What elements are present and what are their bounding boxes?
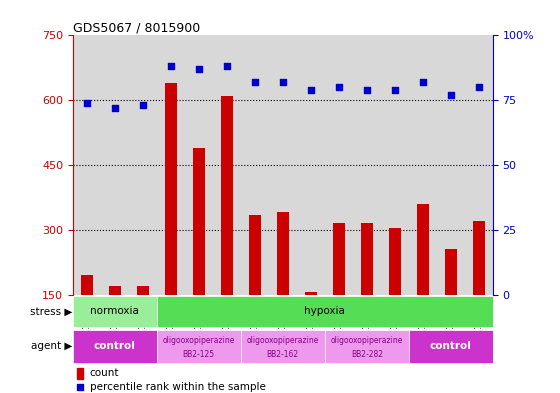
Bar: [241, 330, 325, 363]
Bar: [73, 296, 157, 327]
Text: BB2-125: BB2-125: [183, 350, 215, 359]
Bar: [165, 83, 177, 294]
Bar: [437, 35, 465, 294]
Point: [82, 99, 91, 106]
Bar: [129, 35, 157, 294]
Point: [250, 79, 259, 85]
Bar: [137, 286, 149, 294]
Bar: [325, 35, 353, 294]
Text: oligooxopiperazine: oligooxopiperazine: [330, 336, 403, 345]
Bar: [409, 330, 493, 363]
Bar: [417, 204, 429, 294]
Text: count: count: [90, 368, 119, 378]
Text: hypoxia: hypoxia: [305, 307, 345, 316]
Bar: [249, 215, 261, 294]
Bar: [185, 35, 213, 294]
Bar: [221, 96, 233, 294]
Point: [334, 84, 343, 90]
Bar: [157, 296, 493, 327]
Text: BB2-162: BB2-162: [267, 350, 299, 359]
Bar: [297, 35, 325, 294]
Point: [138, 102, 147, 108]
Bar: [389, 228, 401, 294]
Bar: [445, 249, 457, 294]
Bar: [77, 368, 83, 379]
Point: [222, 63, 231, 70]
Text: GDS5067 / 8015900: GDS5067 / 8015900: [73, 21, 200, 34]
Text: oligooxopiperazine: oligooxopiperazine: [162, 336, 235, 345]
Bar: [81, 275, 93, 294]
Text: BB2-282: BB2-282: [351, 350, 383, 359]
Point: [194, 66, 203, 72]
Text: control: control: [94, 342, 136, 351]
Text: control: control: [430, 342, 472, 351]
Bar: [361, 223, 373, 294]
Point: [347, 324, 356, 330]
Bar: [381, 35, 409, 294]
Point: [306, 86, 315, 93]
Bar: [241, 35, 269, 294]
Bar: [101, 35, 129, 294]
Bar: [157, 35, 185, 294]
Point: [110, 105, 119, 111]
Text: stress ▶: stress ▶: [30, 307, 73, 316]
Point: [474, 84, 483, 90]
Bar: [305, 292, 317, 294]
Point: [446, 92, 455, 98]
Bar: [465, 35, 493, 294]
Bar: [73, 330, 157, 363]
Point: [390, 86, 399, 93]
Point: [278, 79, 287, 85]
Text: agent ▶: agent ▶: [31, 342, 73, 351]
Bar: [333, 223, 345, 294]
Bar: [325, 330, 409, 363]
Bar: [193, 148, 205, 294]
Bar: [73, 35, 101, 294]
Text: percentile rank within the sample: percentile rank within the sample: [90, 382, 265, 392]
Bar: [213, 35, 241, 294]
Bar: [473, 221, 485, 294]
Bar: [409, 35, 437, 294]
Bar: [157, 330, 241, 363]
Bar: [277, 213, 289, 294]
Point: [362, 86, 371, 93]
Bar: [353, 35, 381, 294]
Text: oligooxopiperazine: oligooxopiperazine: [246, 336, 319, 345]
Point: [166, 63, 175, 70]
Bar: [269, 35, 297, 294]
Text: normoxia: normoxia: [90, 307, 139, 316]
Point: [418, 79, 427, 85]
Bar: [109, 286, 121, 294]
